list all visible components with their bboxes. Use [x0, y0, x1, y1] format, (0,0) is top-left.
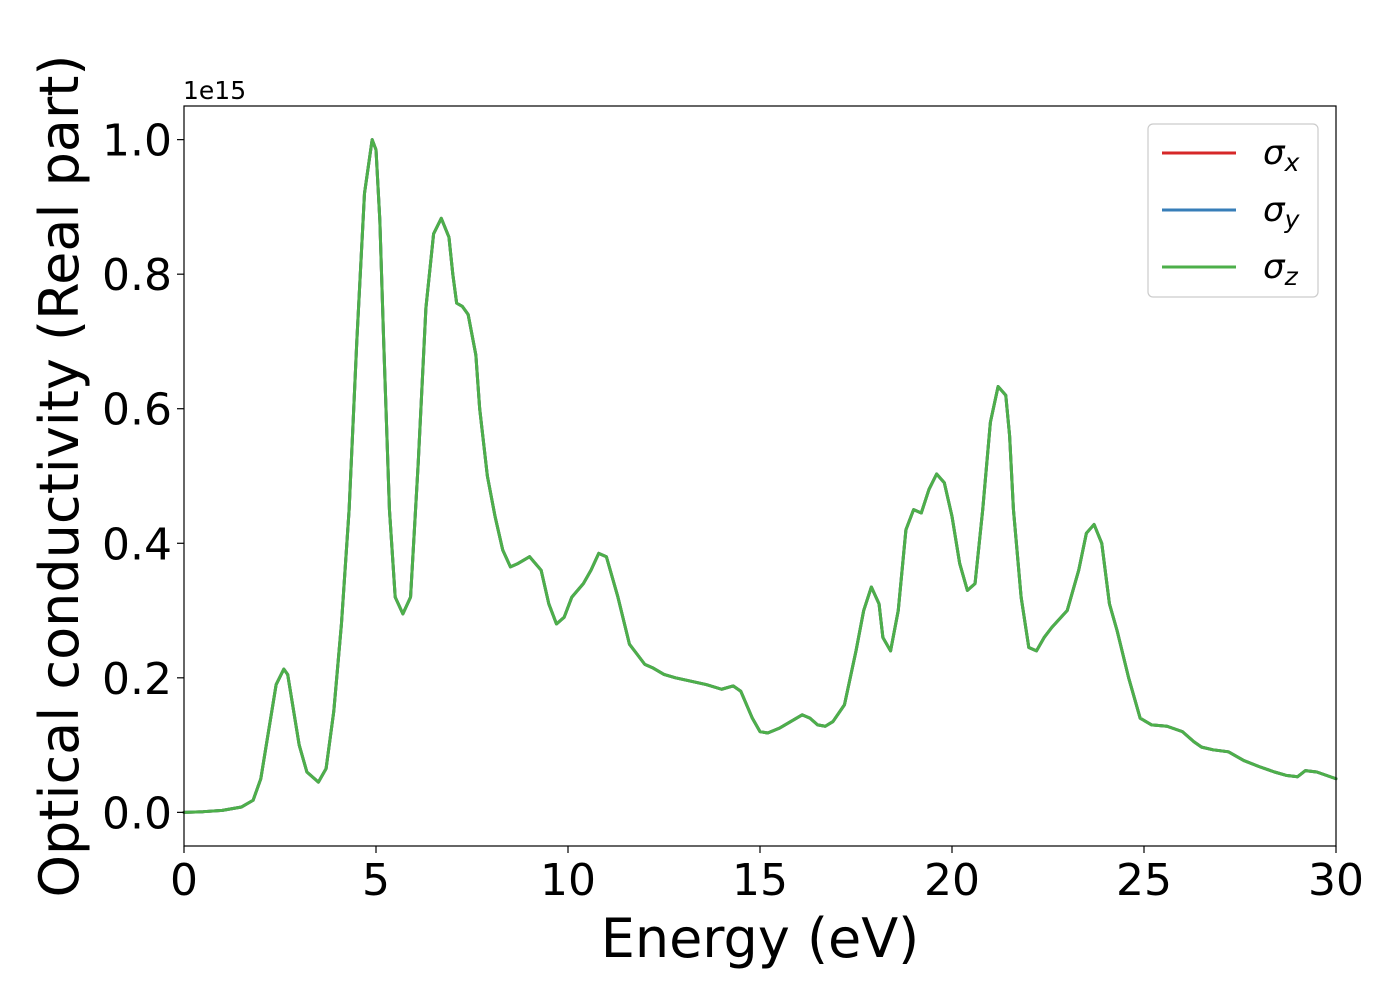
y-tick-label: 1.0: [102, 116, 172, 167]
plot-lines: [182, 138, 1338, 814]
x-axis-ticks: 0 5 10 15 20 25 30: [170, 846, 1364, 906]
y-tick-label: 0.6: [102, 385, 172, 436]
y-tick-label: 0.0: [102, 788, 172, 839]
x-tick-label: 25: [1116, 855, 1172, 906]
x-axis-label: Energy (eV): [601, 907, 920, 970]
legend-label-z: σz: [1263, 247, 1299, 291]
series-line-z: [182, 138, 1338, 814]
x-tick-label: 30: [1308, 855, 1364, 906]
y-tick-label: 0.2: [102, 654, 172, 705]
y-multiplier-label: 1e15: [183, 76, 246, 105]
y-tick-label: 0.8: [102, 250, 172, 301]
legend-label-x: σx: [1263, 133, 1300, 177]
legend-label-y: σy: [1263, 190, 1301, 234]
y-axis-ticks: 0.0 0.2 0.4 0.6 0.8 1.0: [102, 116, 184, 839]
x-tick-label: 20: [924, 855, 980, 906]
y-tick-label: 0.4: [102, 519, 172, 570]
y-axis-label: Optical conductivity (Real part): [28, 55, 91, 898]
x-tick-label: 10: [540, 855, 596, 906]
x-tick-label: 15: [732, 855, 788, 906]
x-tick-label: 0: [170, 855, 198, 906]
legend: σx σy σz: [1147, 123, 1319, 298]
legend-items: σx σy σz: [1162, 133, 1301, 291]
x-tick-label: 5: [362, 855, 390, 906]
